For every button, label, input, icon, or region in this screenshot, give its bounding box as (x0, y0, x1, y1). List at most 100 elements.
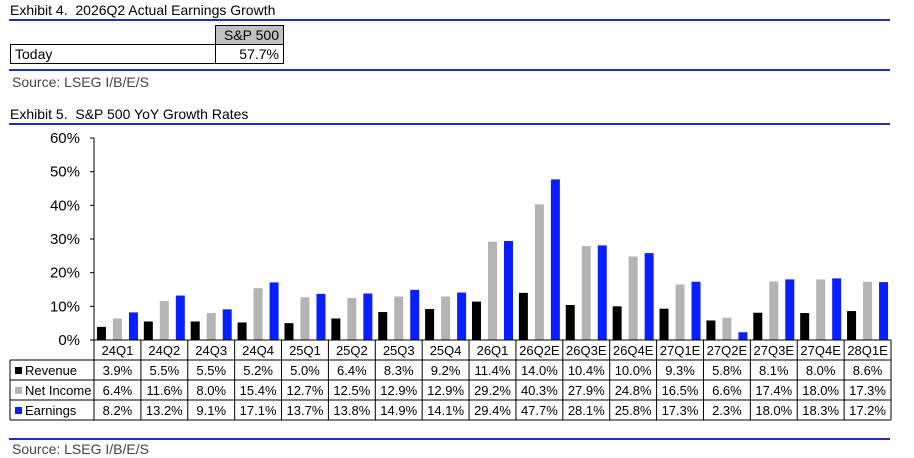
x-tick-label: 25Q4 (430, 343, 462, 358)
bar-revenue (706, 320, 716, 340)
bar-earnings (832, 278, 842, 340)
bar-earnings (504, 241, 513, 340)
bar-net-income (534, 204, 544, 340)
bottom-rule (9, 438, 890, 440)
bar-net-income (253, 288, 263, 340)
x-tick-label: 26Q1 (477, 343, 509, 358)
x-tick-label: 24Q1 (102, 343, 134, 358)
data-label: 5.5% (150, 363, 180, 378)
data-label: 13.2% (146, 403, 183, 418)
exhibit5-source: Source: LSEG I/B/E/S (12, 441, 149, 457)
data-label: 8.2% (103, 403, 133, 418)
bar-earnings (175, 295, 185, 340)
bar-net-income (488, 241, 497, 340)
data-label: 29.4% (474, 403, 511, 418)
data-label: 14.1% (427, 403, 464, 418)
bar-revenue (237, 322, 247, 340)
x-tick-label: 26Q3E (566, 343, 607, 358)
data-label: 8.6% (853, 363, 883, 378)
exhibit5-rule (9, 123, 890, 125)
data-label: 14.0% (521, 363, 558, 378)
data-label: 9.3% (665, 363, 695, 378)
data-label: 17.1% (240, 403, 277, 418)
data-label: 12.9% (380, 383, 417, 398)
bar-net-income (628, 256, 638, 340)
bar-revenue (612, 306, 622, 340)
x-tick-label: 26Q2E (519, 343, 560, 358)
x-tick-label: 24Q4 (242, 343, 274, 358)
data-table: 24Q1 24Q2 24Q3 24Q4 25Q1 25Q2 25Q3 25Q4 26Q1 26Q2… (9, 339, 892, 421)
x-tick-label: 26Q4E (613, 343, 654, 358)
data-label: 5.0% (290, 363, 320, 378)
exhibit4-table: S&P 500 Today 57.7% (10, 25, 284, 64)
bar-net-income (347, 297, 357, 340)
exhibit4-source: Source: LSEG I/B/E/S (12, 74, 149, 90)
bar-net-income (159, 300, 169, 340)
data-label: 17.2% (849, 403, 886, 418)
top-rule (9, 19, 890, 21)
y-tick-label: 30% (50, 231, 80, 248)
bar-earnings (222, 309, 232, 340)
data-label: 8.1% (759, 363, 789, 378)
bar-revenue (659, 308, 669, 340)
bar-earnings (785, 279, 795, 340)
bar-earnings (457, 292, 467, 340)
bar-net-income (441, 296, 451, 340)
data-label: 11.6% (146, 383, 182, 398)
data-label: 10.4% (568, 363, 605, 378)
data-label: 14.9% (380, 403, 417, 418)
data-label: 17.3% (662, 403, 699, 418)
data-label: 17.3% (849, 383, 886, 398)
bar-net-income (675, 284, 685, 340)
legend-swatch (15, 367, 22, 374)
data-label: 28.1% (568, 403, 605, 418)
data-label: 29.2% (474, 383, 511, 398)
data-label: 5.5% (196, 363, 226, 378)
bar-revenue (518, 292, 528, 340)
exhibit4-row-label: Today (10, 44, 216, 64)
data-label: 11.4% (475, 363, 511, 378)
y-axis: 0% 10% 20% 30% 40% 50% 60% (50, 130, 95, 349)
bar-revenue (284, 323, 294, 340)
legend-swatch (15, 407, 22, 414)
bar-revenue (378, 312, 388, 340)
bar-revenue (847, 311, 857, 340)
data-label: 3.9% (103, 363, 133, 378)
bar-net-income (394, 296, 404, 340)
bar-net-income (769, 281, 779, 340)
data-label: 12.7% (287, 383, 324, 398)
data-label: 24.8% (615, 383, 652, 398)
bar-earnings (269, 282, 279, 340)
data-label: 6.4% (337, 363, 367, 378)
legend-label: Net Income (25, 383, 91, 398)
bar-earnings (738, 332, 748, 340)
chart-bars (96, 179, 889, 340)
data-label: 25.8% (615, 403, 652, 418)
bar-earnings (879, 282, 889, 340)
data-label: 47.7% (521, 403, 558, 418)
bar-revenue (331, 318, 341, 340)
bar-revenue (565, 304, 575, 340)
y-tick-label: 60% (50, 130, 80, 147)
exhibit4-title: Exhibit 4. 2026Q2 Actual Earnings Growth (10, 2, 276, 18)
data-label: 8.3% (384, 363, 414, 378)
legend-swatch (15, 387, 22, 394)
bar-revenue (800, 313, 810, 340)
data-label: 6.6% (712, 383, 742, 398)
data-label: 18.0% (802, 383, 839, 398)
legend-label: Revenue (25, 363, 77, 378)
bar-earnings (316, 293, 326, 340)
data-label: 18.0% (755, 403, 792, 418)
data-label: 5.8% (712, 363, 742, 378)
bar-earnings (128, 312, 138, 340)
x-tick-label: 27Q1E (660, 343, 701, 358)
bar-earnings (363, 293, 373, 340)
data-label: 12.5% (333, 383, 370, 398)
x-tick-label: 28Q1E (847, 343, 888, 358)
exhibit4-row-value: 57.7% (215, 44, 284, 64)
data-label: 8.0% (196, 383, 226, 398)
x-tick-label: 24Q3 (195, 343, 227, 358)
x-tick-label: 27Q4E (800, 343, 841, 358)
data-label: 2.3% (712, 403, 742, 418)
